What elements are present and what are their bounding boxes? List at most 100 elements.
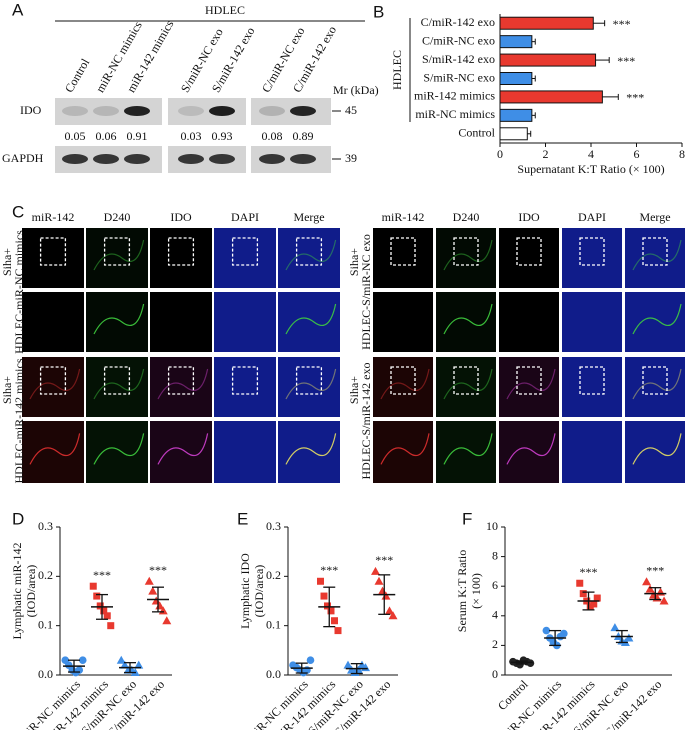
micrograph — [436, 228, 496, 288]
ido-ratio: 0.03 — [181, 129, 202, 143]
y-tick-label: 0.3 — [38, 519, 53, 533]
ido-band — [178, 106, 204, 116]
gapdh-band — [259, 154, 285, 164]
row-label: HDLEC-miR-NC mimics — [12, 230, 26, 354]
vessel-signal — [380, 433, 430, 465]
lane-label: Control — [62, 56, 93, 95]
zoom-box — [231, 366, 259, 395]
y-tick-label: 0.0 — [38, 667, 53, 681]
y-tick-label: 0.1 — [38, 617, 53, 631]
significance: *** — [613, 17, 631, 31]
y-tick-label: 8 — [492, 548, 498, 562]
panel-label: C — [12, 202, 24, 221]
data-point — [656, 587, 666, 596]
data-point — [590, 600, 598, 608]
micrograph — [278, 421, 340, 483]
panel-label: A — [12, 0, 24, 19]
micrograph — [22, 292, 84, 352]
bar — [499, 16, 594, 30]
category-label: C/miR-NC exo — [422, 33, 495, 47]
x-tick-label: 4 — [588, 147, 594, 161]
data-point — [371, 566, 380, 575]
y-tick-label: 2 — [492, 637, 498, 651]
micrograph — [625, 228, 685, 288]
vessel-signal — [443, 433, 493, 465]
micrograph — [436, 292, 496, 352]
vessel-signal — [285, 368, 337, 400]
zoom-box — [579, 366, 605, 395]
category-label: S/miR-142 exo — [422, 52, 495, 66]
blot-header: HDLEC — [205, 3, 245, 17]
ido-band — [290, 106, 316, 116]
micrograph — [150, 357, 212, 417]
row-label: Siha+ — [347, 248, 361, 276]
data-point — [103, 612, 111, 620]
micrograph — [150, 421, 212, 483]
y-axis-title: Serum K:T Ratio — [455, 550, 469, 632]
zoom-box — [39, 366, 67, 395]
zoom-box — [231, 237, 259, 266]
data-point — [93, 592, 101, 600]
gapdh-band — [124, 154, 150, 164]
bar — [499, 53, 597, 67]
y-tick-label: 0.2 — [266, 568, 281, 582]
y-tick-label: 0 — [492, 667, 498, 681]
vessel-signal — [29, 433, 81, 465]
data-point — [593, 594, 601, 602]
gapdh-band — [290, 154, 316, 164]
bar — [499, 127, 528, 141]
significance: *** — [375, 553, 393, 567]
ido-ratio: 0.05 — [65, 129, 86, 143]
data-point — [642, 577, 652, 586]
zoom-box — [516, 237, 542, 266]
zoom-box — [167, 366, 195, 395]
zoom-box — [453, 366, 479, 395]
micrograph — [625, 421, 685, 483]
micrograph — [150, 228, 212, 288]
ido-band — [259, 106, 285, 116]
data-point — [134, 660, 144, 669]
micrograph — [278, 292, 340, 352]
data-point — [100, 607, 108, 615]
zoom-box — [103, 366, 131, 395]
micrograph — [499, 228, 559, 288]
data-point — [610, 623, 620, 632]
significance: *** — [646, 564, 664, 578]
y-axis-title: (IOD/area) — [252, 565, 266, 618]
column-label: Merge — [639, 210, 670, 224]
data-point — [576, 579, 584, 587]
panel-label: F — [462, 509, 472, 528]
micrograph — [22, 357, 84, 417]
micrograph — [373, 421, 433, 483]
vessel-signal — [157, 433, 209, 465]
y-axis-title: Lymphatic miR-142 — [10, 543, 24, 640]
gapdh-band — [93, 154, 119, 164]
bar — [499, 35, 533, 49]
zoom-box — [295, 366, 323, 395]
significance: *** — [626, 91, 644, 105]
y-tick-label: 0.0 — [266, 667, 281, 681]
micrograph — [278, 357, 340, 417]
vessel-signal — [93, 239, 145, 271]
zoom-box — [390, 237, 416, 266]
gapdh-band — [178, 154, 204, 164]
bar — [499, 108, 533, 122]
vessel-signal — [443, 303, 493, 335]
category-label: S/miR-NC exo — [423, 70, 495, 84]
significance: *** — [93, 568, 111, 582]
category-label: miR-142 mimics — [414, 89, 495, 103]
significance: *** — [617, 54, 635, 68]
vessel-signal — [93, 368, 145, 400]
row-label: Siha+ — [0, 376, 14, 404]
row-label: GAPDH — [2, 151, 44, 165]
x-tick-label: 8 — [679, 147, 685, 161]
mr-label: Mr (kDa) — [333, 83, 379, 97]
vessel-signal — [93, 433, 145, 465]
micrograph — [436, 421, 496, 483]
vessel-signal — [506, 368, 556, 400]
y-tick-label: 6 — [492, 578, 498, 592]
group-label: HDLEC — [390, 50, 404, 90]
vessel-signal — [632, 368, 682, 400]
x-tick-label: 6 — [634, 147, 640, 161]
column-label: IDO — [170, 210, 192, 224]
